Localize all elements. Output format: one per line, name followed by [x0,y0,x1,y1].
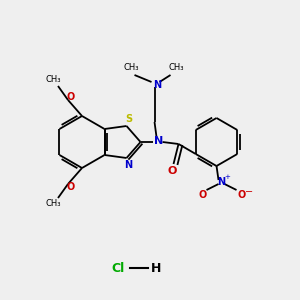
Text: N: N [154,136,163,146]
Text: H: H [151,262,161,275]
Text: CH₃: CH₃ [45,76,61,85]
Text: S: S [125,114,132,124]
Text: O: O [168,166,177,176]
Text: Cl: Cl [111,262,124,275]
Text: N: N [218,177,226,187]
Text: N: N [124,160,133,170]
Text: O: O [67,92,75,102]
Text: CH₃: CH₃ [124,62,139,71]
Text: −: − [245,187,253,197]
Text: CH₃: CH₃ [169,62,184,71]
Text: O: O [237,190,246,200]
Text: O: O [67,182,75,192]
Text: +: + [225,174,230,180]
Text: CH₃: CH₃ [45,200,61,208]
Text: N: N [154,80,162,90]
Text: O: O [198,190,207,200]
